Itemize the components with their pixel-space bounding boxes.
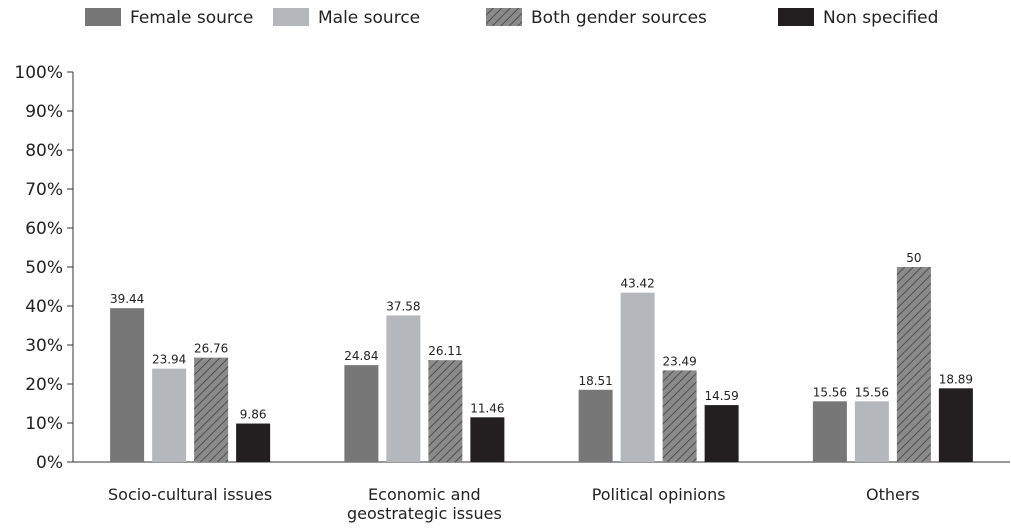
legend-swatch-3	[778, 8, 814, 26]
value-label-0-0: 39.44	[110, 292, 144, 306]
legend-label-1: Male source	[318, 8, 420, 28]
value-label-0-2: 26.76	[194, 342, 228, 356]
bar-0-3	[236, 423, 271, 462]
legend-swatch-0	[85, 8, 121, 26]
bar-1-1	[386, 315, 421, 462]
y-tick-label-0: 0%	[36, 453, 63, 473]
category-label-0-0: Socio-cultural issues	[108, 485, 272, 504]
legend-swatch-1	[273, 8, 309, 26]
bar-3-3	[938, 388, 973, 462]
y-tick-label-1: 10%	[25, 414, 63, 434]
bar-0-1	[152, 368, 187, 462]
bars	[110, 267, 973, 462]
category-label-1-0: Economic and	[368, 485, 481, 504]
legend-swatch-2	[486, 8, 522, 26]
bar-2-0	[578, 389, 613, 462]
category-label-2-0: Political opinions	[592, 485, 726, 504]
value-label-1-1: 37.58	[386, 299, 420, 313]
category-label-3-0: Others	[866, 485, 920, 504]
value-labels: 39.44 23.94 26.76 9.86 24.84 37.58 26.11 11.46 1…	[110, 251, 973, 422]
y-axis: 0% 10% 20% 30% 40% 50% 60% 70% 80% 90% 100%	[14, 63, 1010, 473]
bar-2-2	[662, 370, 697, 462]
bar-3-0	[812, 401, 847, 462]
value-label-0-3: 9.86	[240, 408, 267, 422]
category-labels: Socio-cultural issues Economic andgeostra…	[108, 485, 920, 523]
bar-1-2	[428, 360, 463, 462]
value-label-0-1: 23.94	[152, 353, 186, 367]
value-label-2-0: 18.51	[578, 374, 612, 388]
value-label-1-3: 11.46	[470, 401, 504, 415]
value-label-3-1: 15.56	[855, 385, 889, 399]
y-tick-label-8: 80%	[25, 141, 63, 161]
y-tick-label-3: 30%	[25, 336, 63, 356]
legend-label-3: Non specified	[823, 8, 938, 28]
y-tick-label-2: 20%	[25, 375, 63, 395]
y-tick-label-6: 60%	[25, 219, 63, 239]
y-tick-label-5: 50%	[25, 258, 63, 278]
value-label-3-3: 18.89	[939, 372, 973, 386]
bar-1-0	[344, 365, 379, 462]
value-label-1-2: 26.11	[428, 344, 462, 358]
bar-0-0	[110, 308, 145, 462]
bar-0-2	[194, 357, 229, 462]
y-tick-label-4: 40%	[25, 297, 63, 317]
category-label-1-1: geostrategic issues	[347, 504, 502, 523]
value-label-1-0: 24.84	[344, 349, 378, 363]
value-label-3-0: 15.56	[813, 385, 847, 399]
value-label-3-2: 50	[906, 251, 921, 265]
y-tick-label-10: 100%	[14, 63, 63, 83]
y-tick-label-7: 70%	[25, 180, 63, 200]
bar-1-3	[470, 417, 505, 462]
value-label-2-1: 43.42	[620, 277, 654, 291]
legend-label-0: Female source	[130, 8, 253, 28]
bar-3-2	[896, 267, 931, 462]
legend: Female source Male source Both gender sour…	[85, 8, 938, 28]
bar-2-1	[620, 292, 655, 462]
y-tick-label-9: 90%	[25, 102, 63, 122]
bar-3-1	[854, 401, 889, 462]
value-label-2-2: 23.49	[662, 354, 696, 368]
value-label-2-3: 14.59	[704, 389, 738, 403]
legend-label-2: Both gender sources	[531, 8, 707, 28]
bar-2-3	[704, 405, 739, 462]
